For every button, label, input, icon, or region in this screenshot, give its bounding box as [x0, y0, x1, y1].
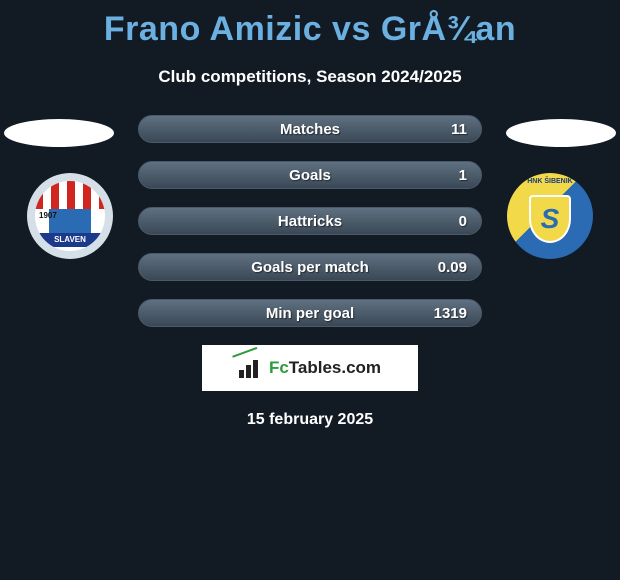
stat-label: Min per goal	[266, 305, 354, 322]
badge-band: SLAVEN	[35, 233, 105, 247]
slaven-badge-icon: 1907 SLAVEN	[35, 181, 105, 251]
sibenik-letter: S	[541, 203, 560, 235]
date-text: 15 february 2025	[0, 411, 620, 429]
stat-bar: Min per goal 1319	[138, 299, 482, 327]
stat-bar: Goals 1	[138, 161, 482, 189]
stat-bar: Matches 11	[138, 115, 482, 143]
stat-label: Hattricks	[278, 213, 342, 230]
logo-text: FcTables.com	[269, 358, 381, 378]
right-club-badge: HNK ŠIBENIK S	[507, 173, 593, 259]
logo-text-suffix: Tables.com	[289, 358, 381, 377]
stat-bar: Hattricks 0	[138, 207, 482, 235]
stat-value: 11	[451, 121, 467, 138]
left-club-badge: 1907 SLAVEN	[27, 173, 113, 259]
stat-value: 0	[459, 213, 467, 230]
chart-bars-icon	[239, 358, 263, 378]
badge-year: 1907	[39, 211, 57, 220]
page-title: Frano Amizic vs GrÅ¾an	[0, 0, 620, 49]
stat-value: 1319	[434, 305, 467, 322]
sibenik-shield-icon: S	[529, 195, 571, 243]
main-area: 1907 SLAVEN HNK ŠIBENIK S Matches 11 Goa…	[0, 115, 620, 429]
stats-list: Matches 11 Goals 1 Hattricks 0 Goals per…	[138, 115, 482, 327]
right-ellipse-placeholder	[506, 119, 616, 147]
fctables-logo: FcTables.com	[202, 345, 418, 391]
logo-text-prefix: Fc	[269, 358, 289, 377]
sibenik-ring-text: HNK ŠIBENIK	[510, 176, 590, 194]
stat-value: 1	[459, 167, 467, 184]
stat-label: Goals	[289, 167, 331, 184]
stat-label: Matches	[280, 121, 340, 138]
left-ellipse-placeholder	[4, 119, 114, 147]
stat-bar: Goals per match 0.09	[138, 253, 482, 281]
stat-label: Goals per match	[251, 259, 369, 276]
subtitle: Club competitions, Season 2024/2025	[0, 67, 620, 87]
stat-value: 0.09	[438, 259, 467, 276]
